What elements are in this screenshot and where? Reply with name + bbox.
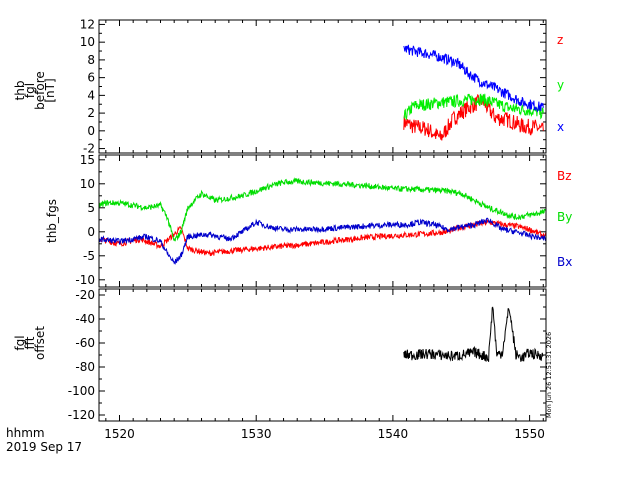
y-tick-label: -2 xyxy=(83,142,95,156)
x-tick-label: 1530 xyxy=(241,427,272,441)
x-tick-label: 1520 xyxy=(104,427,135,441)
plot-frame xyxy=(98,19,547,154)
y-tick-label: -10 xyxy=(75,273,95,287)
y-tick-label: 2 xyxy=(87,106,95,120)
y-tick-label: -80 xyxy=(75,360,95,374)
y-tick-label: -40 xyxy=(75,312,95,326)
y-tick-label: -120 xyxy=(68,408,95,422)
y-axis-label-line: offset xyxy=(33,326,47,360)
y-axis-label-line: [nT] xyxy=(43,78,57,102)
y-axis-label-line: fgl xyxy=(23,83,37,98)
series-line-by xyxy=(99,177,546,242)
y-tick-label: 12 xyxy=(80,17,95,31)
footer-timestamp: Mon Jun 26 12:51:31 2026 xyxy=(545,332,553,418)
y-axis-label-line: fgl xyxy=(13,335,27,350)
plot-frame xyxy=(98,288,547,422)
footer-date: 2019 Sep 17 xyxy=(6,440,82,454)
legend-bz: Bz xyxy=(557,169,572,183)
y-axis-label-line: fft xyxy=(23,336,37,349)
legend-y: y xyxy=(557,78,564,92)
y-tick-label: 10 xyxy=(80,35,95,49)
series-line xyxy=(403,306,544,363)
legend-bx: Bx xyxy=(557,255,572,269)
y-tick-label: 0 xyxy=(87,225,95,239)
x-tick-label: 1550 xyxy=(514,427,545,441)
x-tick-label: 1540 xyxy=(378,427,409,441)
y-tick-label: -60 xyxy=(75,336,95,350)
y-tick-label: 10 xyxy=(80,177,95,191)
y-tick-label: 6 xyxy=(87,71,95,85)
y-tick-label: 4 xyxy=(87,88,95,102)
series-line-bx xyxy=(99,217,546,265)
plot-frame xyxy=(98,154,547,288)
y-tick-label: -100 xyxy=(68,384,95,398)
y-tick-label: 5 xyxy=(87,201,95,215)
panel-3: -120 -100 -80 -60 -40 -20 1520 1530 1540 1550 fglf… xyxy=(13,288,547,441)
y-axis-label-line: thb xyxy=(13,81,27,101)
y-axis-label-line: thb_fgs xyxy=(45,199,59,243)
y-tick-label: 8 xyxy=(87,53,95,67)
footer-axis-label: hhmm xyxy=(6,426,45,440)
y-axis-label-line: before xyxy=(33,71,47,110)
legend-z: z xyxy=(557,33,563,47)
legend-x: x xyxy=(557,120,564,134)
series-line-z xyxy=(403,94,544,141)
y-tick-label: 15 xyxy=(80,153,95,167)
legend-by: By xyxy=(557,210,572,224)
panel-2: -10 -5 0 5 10 15 thb_fgs Bz By Bx xyxy=(45,153,572,288)
series-line-x xyxy=(403,44,544,113)
y-tick-label: -5 xyxy=(83,249,95,263)
y-tick-label: -20 xyxy=(75,288,95,302)
y-tick-label: 0 xyxy=(87,124,95,138)
series-line-y xyxy=(403,93,544,120)
